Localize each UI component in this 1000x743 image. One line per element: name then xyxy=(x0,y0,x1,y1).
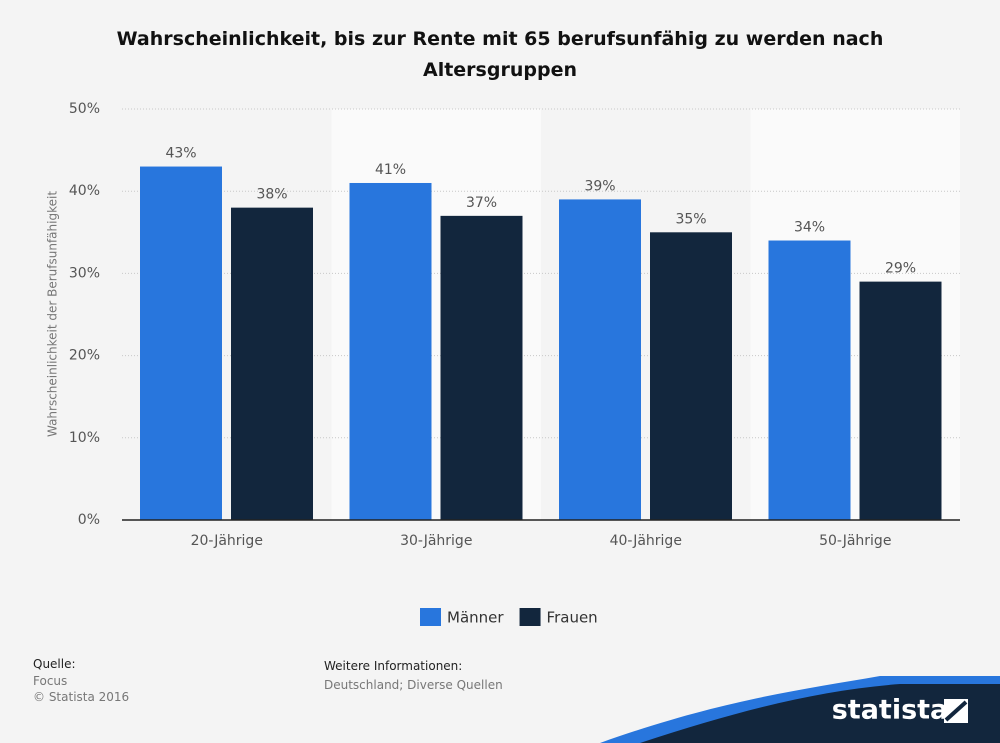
logo-wave xyxy=(640,684,1000,743)
bar xyxy=(231,207,313,520)
y-tick-label: 10% xyxy=(69,430,100,446)
data-label: 43% xyxy=(165,146,196,162)
legend-swatch xyxy=(420,608,441,626)
source: Focus xyxy=(33,674,68,688)
copyright: © Statista 2016 xyxy=(33,690,130,704)
data-label: 41% xyxy=(375,162,406,178)
bar xyxy=(650,232,732,521)
y-tick-label: 40% xyxy=(69,183,100,199)
x-tick-label: 20-Jährige xyxy=(191,533,263,549)
data-label: 29% xyxy=(885,261,916,277)
y-tick-label: 20% xyxy=(69,348,100,364)
y-tick-label: 0% xyxy=(78,512,100,528)
data-label: 37% xyxy=(466,195,497,211)
data-label: 34% xyxy=(794,220,825,236)
info-label: Weitere Informationen: xyxy=(324,659,463,673)
bar xyxy=(349,182,432,521)
bar xyxy=(859,281,942,520)
bar xyxy=(140,166,222,521)
data-label: 38% xyxy=(256,187,287,203)
x-tick-label: 40-Jährige xyxy=(610,533,682,549)
logo-icon xyxy=(944,700,968,722)
x-tick-label: 30-Jährige xyxy=(400,533,472,549)
bar xyxy=(768,240,851,520)
source-label: Quelle: xyxy=(33,657,76,671)
bar xyxy=(559,199,641,521)
brand: statista xyxy=(832,695,949,726)
y-tick-label: 30% xyxy=(69,265,100,281)
chart-title: Wahrscheinlichkeit, bis zur Rente mit 65… xyxy=(116,28,884,81)
x-tick-label: 50-Jährige xyxy=(819,533,891,549)
bar xyxy=(440,215,523,521)
legend-swatch xyxy=(519,608,541,626)
info: Deutschland; Diverse Quellen xyxy=(324,678,503,692)
data-label: 39% xyxy=(584,178,615,194)
data-label: 35% xyxy=(675,211,706,227)
legend-label: Frauen xyxy=(547,609,598,627)
y-tick-label: 50% xyxy=(69,101,100,117)
legend-label: Männer xyxy=(447,609,504,627)
y-axis-label: Wahrscheinlichkeit der Berufsunfähigkeit xyxy=(46,191,60,437)
